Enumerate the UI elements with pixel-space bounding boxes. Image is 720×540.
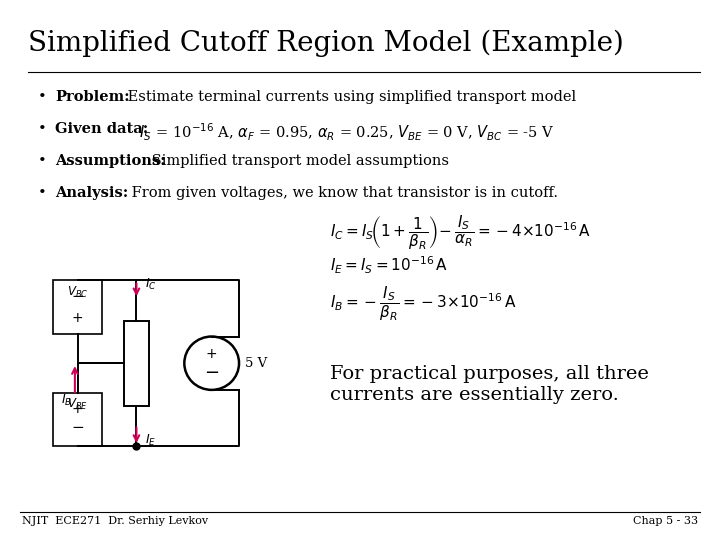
Text: Simplified transport model assumptions: Simplified transport model assumptions	[147, 154, 449, 168]
Text: Estimate terminal currents using simplified transport model: Estimate terminal currents using simplif…	[123, 90, 576, 104]
Text: −: −	[204, 363, 220, 382]
Text: Problem:: Problem:	[55, 90, 130, 104]
Text: $I_B=-\dfrac{I_S}{\beta_R}=-3{\times}10^{-16}\,\mathrm{A}$: $I_B=-\dfrac{I_S}{\beta_R}=-3{\times}10^…	[330, 285, 516, 323]
Text: From given voltages, we know that transistor is in cutoff.: From given voltages, we know that transi…	[127, 186, 558, 200]
Text: $V_{BE}$: $V_{BE}$	[67, 396, 88, 411]
Text: +: +	[206, 347, 217, 361]
Text: Assumptions:: Assumptions:	[55, 154, 166, 168]
Text: $I_E$: $I_E$	[145, 433, 156, 448]
Bar	[53, 280, 102, 334]
Text: •: •	[38, 154, 47, 168]
Text: $I_B$: $I_B$	[61, 393, 72, 408]
Text: −: −	[71, 289, 84, 304]
Text: Simplified Cutoff Region Model (Example): Simplified Cutoff Region Model (Example)	[28, 30, 624, 57]
Text: Given data:: Given data:	[55, 122, 148, 136]
Text: $I_C$: $I_C$	[145, 277, 156, 292]
Text: •: •	[38, 90, 47, 104]
Text: Analysis:: Analysis:	[55, 186, 128, 200]
Text: NJIT  ECE271  Dr. Serhiy Levkov: NJIT ECE271 Dr. Serhiy Levkov	[22, 516, 208, 526]
Text: $I_S$ = 10$^{-16}$ A, $\alpha_F$ = 0.95, $\alpha_R$ = 0.25, $V_{BE}$ = 0 V, $V_{: $I_S$ = 10$^{-16}$ A, $\alpha_F$ = 0.95,…	[135, 122, 554, 144]
Text: Chap 5 - 33: Chap 5 - 33	[633, 516, 698, 526]
Text: $V_{BC}$: $V_{BC}$	[67, 285, 89, 300]
Text: •: •	[38, 122, 47, 136]
Text: $I_E=I_S=10^{-16}\,\mathrm{A}$: $I_E=I_S=10^{-16}\,\mathrm{A}$	[330, 255, 448, 276]
Bar	[124, 321, 149, 406]
Text: +: +	[72, 402, 84, 416]
Text: 5 V: 5 V	[245, 357, 267, 370]
Circle shape	[184, 336, 239, 390]
Text: For practical purposes, all three
currents are essentially zero.: For practical purposes, all three curren…	[330, 365, 649, 404]
Text: •: •	[38, 186, 47, 200]
Bar	[53, 393, 102, 446]
Text: −: −	[71, 420, 84, 435]
Text: +: +	[72, 311, 84, 325]
Text: $I_C=I_S\!\left(1+\dfrac{1}{\beta_R}\right)\!-\dfrac{I_S}{\alpha_R}=-4{\times}10: $I_C=I_S\!\left(1+\dfrac{1}{\beta_R}\rig…	[330, 214, 591, 253]
